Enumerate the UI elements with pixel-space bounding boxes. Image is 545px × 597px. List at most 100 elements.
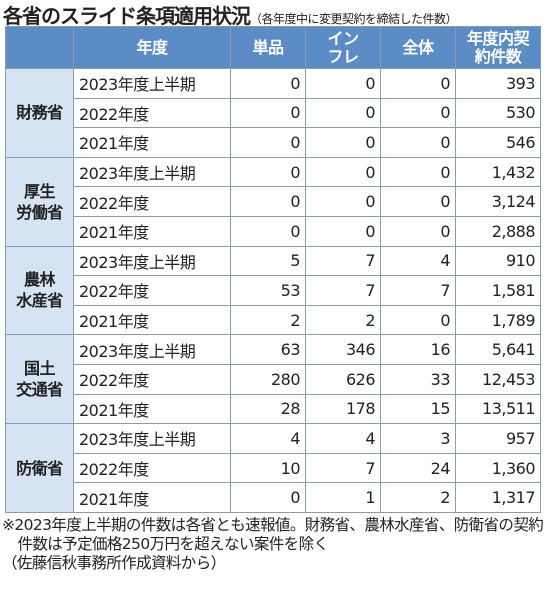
number-cell: 7: [305, 452, 381, 484]
number-cell: 4: [380, 245, 456, 277]
number-cell: 28: [230, 393, 306, 425]
year-cell: 2021年度: [73, 304, 231, 336]
number-cell: 0: [380, 156, 456, 188]
number-cell: 0: [380, 127, 456, 158]
header: 各省のスライド条項適用状況（各年度中に変更契約を締結した件数）: [0, 0, 545, 28]
number-cell: 3,124: [455, 186, 541, 217]
number-cell: 2,888: [455, 215, 541, 247]
number-cell: 15: [380, 393, 456, 425]
number-cell: 7: [305, 245, 381, 277]
number-cell: 0: [305, 127, 381, 158]
year-cell: 2021年度: [73, 127, 231, 158]
text-line: 交通省: [16, 380, 63, 400]
year-cell: 2022年度: [73, 97, 231, 129]
number-cell: 0: [230, 127, 306, 158]
text-line: 単品: [252, 37, 284, 57]
number-cell: 0: [380, 68, 456, 99]
number-cell: 0: [305, 156, 381, 188]
number-cell: 0: [230, 97, 306, 129]
ministry-cell: 農林 水産省: [5, 245, 74, 336]
header-cell: イン フレ: [305, 26, 381, 69]
number-cell: 0: [305, 97, 381, 129]
title: 各省のスライド条項適用状況: [3, 4, 251, 28]
year-cell: 2023年度上半期: [73, 68, 231, 99]
number-cell: 12,453: [455, 363, 541, 395]
note: （佐藤信秋事務所作成資料から）: [2, 553, 226, 572]
year-cell: 2022年度: [73, 452, 231, 484]
text-line: 全体: [402, 37, 434, 57]
number-cell: 5: [230, 245, 306, 277]
number-cell: 1,360: [455, 452, 541, 484]
number-cell: 626: [305, 363, 381, 395]
header-cell: 年度: [73, 26, 231, 69]
number-cell: 10: [230, 452, 306, 484]
number-cell: 33: [380, 363, 456, 395]
number-cell: 546: [455, 127, 541, 158]
number-cell: 1,432: [455, 156, 541, 188]
table-body: 財務省 2023年度上半期 0 0 0 393 2022年度 0 0 0 530 2021年度 0 0 0 5…: [5, 68, 541, 513]
number-cell: 4: [305, 423, 381, 454]
number-cell: 0: [230, 186, 306, 217]
text-line: 国土: [23, 359, 56, 379]
text-line: フレ: [327, 46, 359, 66]
table-row: 2022年度 280 626 33 12,453: [6, 363, 541, 395]
number-cell: 0: [380, 97, 456, 129]
ministry-cell: 防衛省: [5, 423, 74, 513]
number-cell: 0: [230, 482, 306, 513]
number-cell: 346: [305, 334, 381, 365]
number-cell: 280: [230, 363, 306, 395]
number-cell: 4: [230, 423, 306, 454]
note: ※2023年度上半期の件数は各省とも速報値。財務省、農林水産省、防衛省の契約件数…: [2, 515, 544, 553]
number-cell: 7: [305, 275, 381, 306]
header-row: 年度 単品 イン フレ 全体 年度内契 約件数: [5, 26, 541, 69]
table-row: 2022年度 53 7 7 1,581: [6, 275, 541, 306]
number-cell: 178: [305, 393, 381, 425]
number-cell: 24: [380, 452, 456, 484]
table-row: 防衛省 2023年度上半期 4 4 3 957: [5, 423, 541, 513]
year-cell: 2023年度上半期: [73, 156, 231, 188]
number-cell: 63: [230, 334, 306, 365]
table-row: 2021年度 0 1 2 1,317: [6, 482, 541, 513]
year-cell: 2021年度: [73, 215, 231, 247]
year-cell: 2022年度: [73, 275, 231, 306]
number-cell: 0: [230, 68, 306, 99]
year-cell: 2023年度上半期: [73, 334, 231, 365]
number-cell: 53: [230, 275, 306, 306]
number-cell: 2: [230, 304, 306, 336]
table-row: 2022年度 10 7 24 1,360: [6, 452, 541, 484]
number-cell: 1,581: [455, 275, 541, 306]
table-row: 財務省 2023年度上半期 0 0 0 393: [5, 68, 541, 158]
table-row: 2022年度 0 0 0 3,124: [6, 186, 541, 217]
year-cell: 2023年度上半期: [73, 245, 231, 277]
number-cell: 1,789: [455, 304, 541, 336]
text-line: 労働省: [16, 202, 63, 222]
table-row: 農林 水産省 2023年度上半期 5 7 4 910: [5, 245, 541, 336]
year-cell: 2022年度: [73, 363, 231, 395]
table-row: 2021年度 28 178 15 13,511: [6, 393, 541, 425]
number-cell: 13,511: [455, 393, 541, 425]
text-line: 年度: [136, 37, 168, 57]
table-row: 2021年度 0 0 0 546: [6, 127, 541, 158]
ministry-cell: 厚生 労働省: [5, 156, 74, 247]
number-cell: 0: [230, 215, 306, 247]
number-cell: 2: [380, 482, 456, 513]
ministry-cell: 国土 交通省: [5, 334, 74, 425]
text-line: 農林: [23, 270, 56, 290]
table-row: 国土 交通省 2023年度上半期 63 346 16 5,641: [5, 334, 541, 425]
number-cell: 0: [305, 186, 381, 217]
number-cell: 0: [380, 186, 456, 217]
text-line: 厚生: [23, 181, 56, 201]
header-cell: [5, 26, 74, 69]
number-cell: 910: [455, 245, 541, 277]
table-row: 2021年度 0 0 0 2,888: [6, 215, 541, 247]
year-cell: 2021年度: [73, 482, 231, 513]
text-line: 水産省: [16, 291, 63, 311]
number-cell: 393: [455, 68, 541, 99]
number-cell: 0: [305, 68, 381, 99]
subtitle: （各年度中に変更契約を締結した件数）: [250, 12, 458, 26]
number-cell: 7: [380, 275, 456, 306]
text-line: 財務省: [16, 103, 63, 123]
table: 年度 単品 イン フレ 全体 年度内契 約件数 財務省 2023年度上半期 0 0 0 393 2022…: [5, 26, 541, 513]
number-cell: 3: [380, 423, 456, 454]
